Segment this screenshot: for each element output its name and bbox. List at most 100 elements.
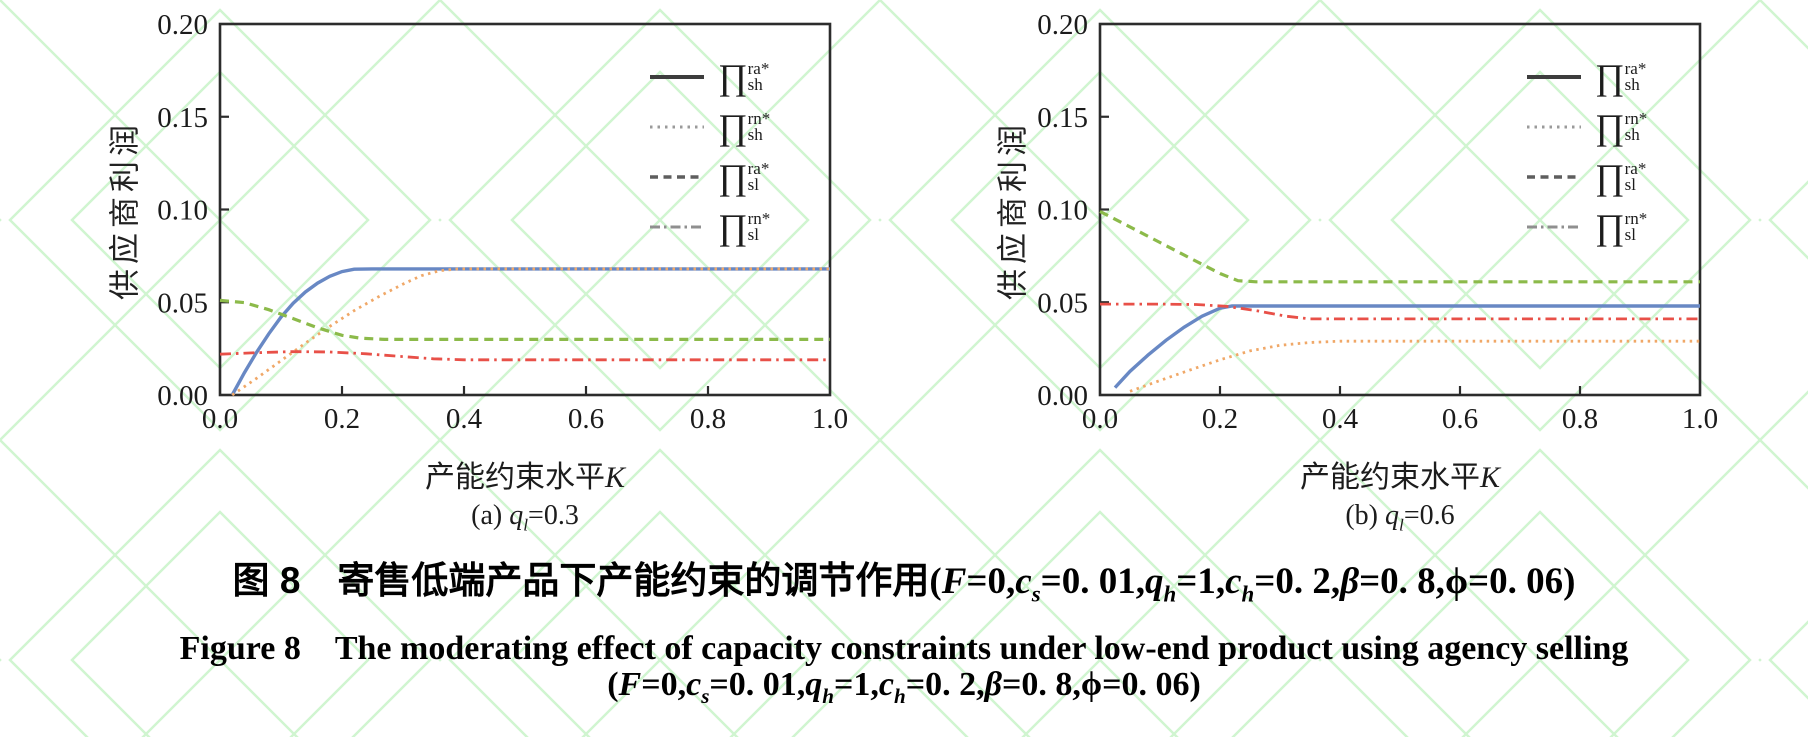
subcaption-a: (a) ql=0.3 [220, 500, 830, 534]
y-tick-label: 0.00 [157, 380, 208, 412]
legend-subscript: sl [747, 225, 759, 244]
caption-text-part: Figure 8 The moderating effect of capaci… [179, 630, 1629, 667]
caption-text-part: h [1163, 581, 1177, 607]
series-profit-sl-rn [1100, 302, 1700, 321]
legend-subscript: sl [1624, 175, 1636, 194]
legend-superscript: rn* [1624, 109, 1648, 128]
caption-text-part: c [1015, 561, 1032, 602]
caption-text-part: c [1225, 561, 1242, 602]
legend-entry: ∏ rn* sh [1525, 108, 1647, 146]
y-tick-label: 0.20 [1037, 14, 1088, 41]
plot-area: 0.0 0.2 0.4 0.6 0.8 1.0 0.00 0.05 0.10 0.15 0.20 [157, 14, 848, 435]
legend-subscript: sh [747, 125, 763, 144]
caption-text-part: c [878, 666, 894, 703]
x-tick-label: 1.0 [812, 403, 848, 435]
caption-text-part: 产能约束水平 [424, 461, 605, 494]
chart-panel-a: 供应商利润 0.0 0.2 0.4 0.6 0.8 1.0 0.00 0.05 0.10 0.15… [60, 14, 850, 554]
legend-line-sample-dashed [650, 175, 704, 179]
caption-text-part: ϕ [1444, 561, 1469, 602]
legend-superscript: ra* [1624, 159, 1647, 178]
caption-text-part: =0. 01, [709, 666, 806, 703]
x-tick-label: 0.0 [1082, 403, 1118, 435]
caption-english: Figure 8 The moderating effect of capaci… [0, 620, 1808, 669]
y-tick-label: 0.15 [1037, 102, 1088, 134]
legend-subscript: sl [747, 175, 759, 194]
product-symbol: ∏ [1595, 157, 1625, 197]
caption-text-part: =0. 2, [1254, 561, 1341, 602]
x-tick-label: 0.6 [568, 403, 604, 435]
x-tick-label: 0.0 [202, 403, 238, 435]
legend-subscript: sh [747, 75, 763, 94]
caption-text-part: h [893, 683, 906, 708]
legend-superscript: ra* [747, 59, 770, 78]
caption-chinese: 图 8 寄售低端产品下产能约束的调节作用(F=0,cs=0. 01,qh=1,c… [0, 550, 1808, 607]
caption-text-part: =0, [641, 666, 687, 703]
caption-text-part: l [1399, 515, 1404, 535]
caption-text-part: q [509, 500, 524, 531]
legend-superscript: ra* [747, 159, 770, 178]
legend-line-sample-solid [1527, 75, 1581, 79]
y-tick-label: 0.10 [1037, 195, 1088, 227]
legend-entry: ∏ rn* sl [648, 208, 770, 246]
x-tick-label: 0.4 [446, 403, 483, 435]
product-symbol: ∏ [1595, 107, 1625, 147]
caption-parameters: (F=0,cs=0. 01,qh=1,ch=0. 2,β=0. 8,ϕ=0. 0… [0, 666, 1808, 706]
caption-text-part: (b) [1345, 500, 1386, 531]
caption-text-part: s [1031, 581, 1041, 607]
legend-entry: ∏ ra* sh [1525, 58, 1647, 96]
caption-text-part: K [1479, 461, 1500, 494]
caption-text-part: =1, [1176, 561, 1226, 602]
caption-text-part: β [984, 666, 1002, 703]
legend-entry: ∏ ra* sl [1525, 158, 1647, 196]
caption-text-part: =1, [834, 666, 879, 703]
caption-text-part: =0. 8, [1002, 666, 1081, 703]
profit-symbol-label: ∏ ra* sh [1595, 59, 1647, 95]
caption-text-part: =0. 06) [1468, 561, 1576, 602]
y-tick-label: 0.15 [157, 102, 208, 134]
plot-area: 0.0 0.2 0.4 0.6 0.8 1.0 0.00 0.05 0.10 0.15 0.20 [1037, 14, 1718, 435]
product-symbol: ∏ [1595, 207, 1625, 247]
legend-subscript: sh [1624, 75, 1640, 94]
caption-text-part: 图 8 寄售低端产品下产能约束的调节作用 [232, 560, 930, 601]
caption-text-part: h [822, 683, 834, 708]
legend-superscript: rn* [747, 209, 771, 228]
caption-text-part: ( [929, 561, 942, 602]
profit-symbol-label: ∏ ra* sh [718, 59, 770, 95]
caption-text-part: ( [607, 666, 619, 703]
caption-text-part: =0. 01, [1040, 561, 1145, 602]
caption-text-part: =0. 06) [1102, 666, 1201, 703]
legend-line-sample-dotted [650, 125, 704, 129]
legend-subscript: sl [1624, 225, 1636, 244]
product-symbol: ∏ [718, 107, 748, 147]
chart-panel-b: 供应商利润 0.0 0.2 0.4 0.6 0.8 1.0 0.00 0.05 0.10 0.15… [870, 14, 1720, 554]
legend-entry: ∏ ra* sh [648, 58, 770, 96]
legend-superscript: ra* [1624, 59, 1647, 78]
product-symbol: ∏ [718, 207, 748, 247]
caption-text-part: =0, [966, 561, 1016, 602]
y-tick-label: 0.20 [157, 14, 208, 41]
series-profit-sl-ra [1099, 209, 1700, 284]
caption-text-part: s [701, 683, 710, 708]
legend-line-sample-solid [650, 75, 704, 79]
profit-symbol-label: ∏ rn* sl [718, 207, 771, 247]
x-tick-label: 1.0 [1682, 403, 1718, 435]
series-profit-sl-ra [219, 298, 830, 341]
legend-superscript: rn* [1624, 209, 1648, 228]
x-tick-label: 0.8 [1562, 403, 1598, 435]
legend-entry: ∏ rn* sh [648, 108, 770, 146]
x-tick-label: 0.6 [1442, 403, 1478, 435]
caption-text-part: c [686, 666, 702, 703]
caption-text-part: β [1340, 561, 1360, 602]
caption-text-part: F [618, 666, 642, 703]
x-tick-label: 0.2 [324, 403, 360, 435]
legend-line-sample-dotted [1527, 125, 1581, 129]
y-tick-label: 0.05 [157, 287, 208, 319]
caption-text-part: K [604, 461, 625, 494]
legend-entry: ∏ rn* sl [1525, 208, 1647, 246]
series-profit-sh-rn [1129, 339, 1700, 393]
y-tick-label: 0.10 [157, 195, 208, 227]
profit-symbol-label: ∏ ra* sl [1595, 157, 1647, 197]
x-tick-label: 0.4 [1322, 403, 1359, 435]
legend-subscript: sh [1624, 125, 1640, 144]
